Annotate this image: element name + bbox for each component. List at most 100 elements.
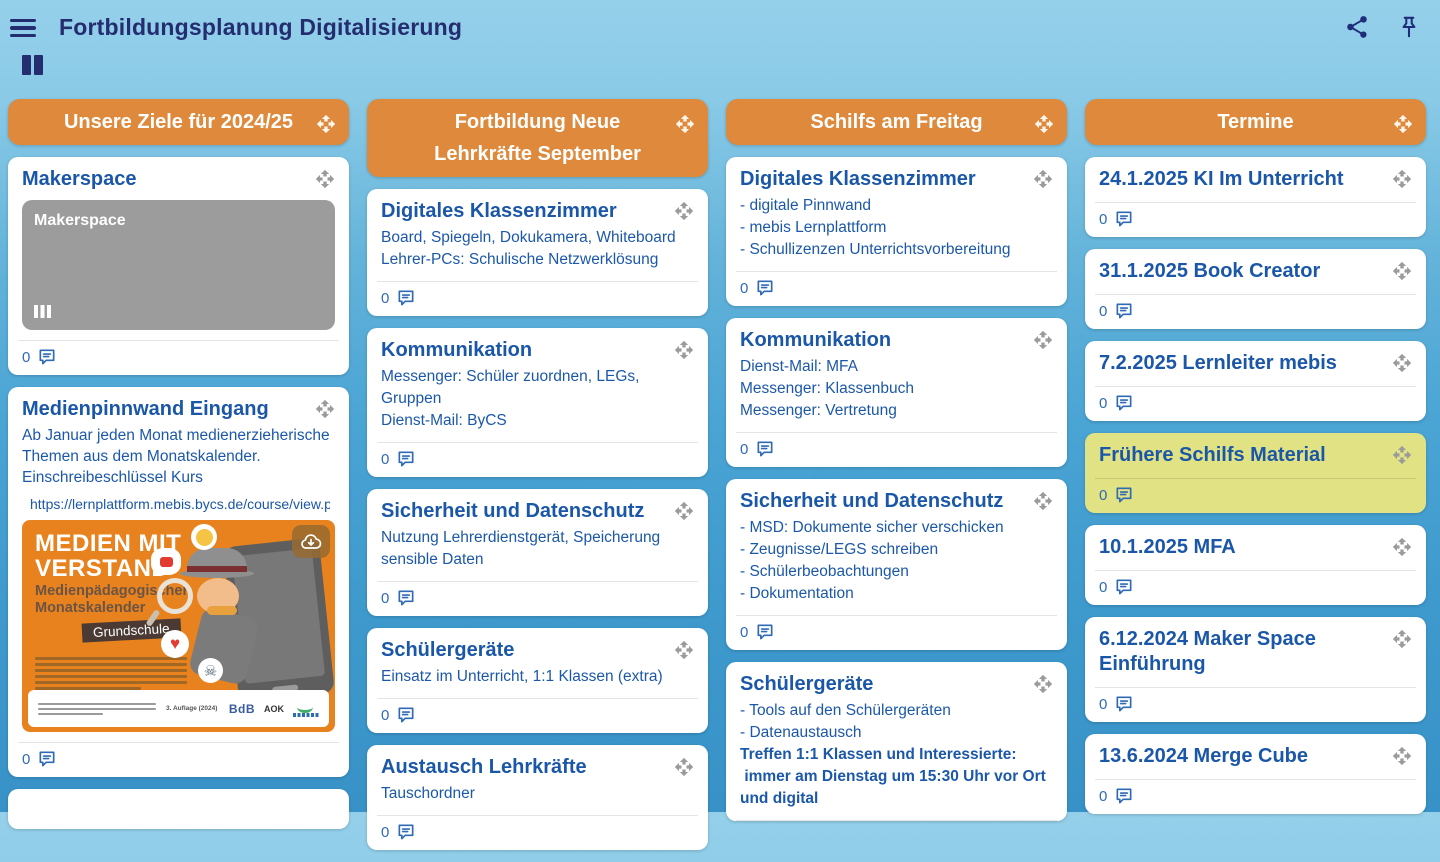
makerspace-embed[interactable]: Makerspace xyxy=(22,200,335,330)
drag-handle-icon[interactable] xyxy=(1393,114,1413,134)
drag-handle-icon[interactable] xyxy=(674,757,694,777)
card[interactable]: Digitales Klassenzimmer - digitale Pinnw… xyxy=(726,157,1067,306)
drag-handle-icon[interactable] xyxy=(1392,445,1412,465)
column-header[interactable]: Fortbildung Neue Lehrkräfte September xyxy=(367,99,708,177)
card[interactable]: Digitales Klassenzimmer Board, Spiegeln,… xyxy=(367,189,708,316)
card[interactable]: Sicherheit und Datenschutz - MSD: Dokume… xyxy=(726,479,1067,650)
comment-icon[interactable] xyxy=(37,749,57,769)
card[interactable]: 7.2.2025 Lernleiter mebis 0 xyxy=(1085,341,1426,421)
divider xyxy=(1095,478,1416,479)
drag-handle-icon[interactable] xyxy=(1392,261,1412,281)
comment-icon[interactable] xyxy=(755,278,775,298)
card-fruehere-schilfs[interactable]: Frühere Schilfs Material 0 xyxy=(1085,433,1426,513)
card-title: Kommunikation xyxy=(381,339,533,361)
divider xyxy=(1095,779,1416,780)
miltenberg-logo xyxy=(293,701,319,717)
drag-handle-icon[interactable] xyxy=(675,114,695,134)
card-footer: 0 xyxy=(740,272,1053,306)
comment-icon[interactable] xyxy=(396,288,416,308)
poster-image[interactable]: MEDIEN MIT VERSTAND Medienpädagogischer … xyxy=(22,520,335,732)
comment-count: 0 xyxy=(22,348,31,366)
card-footer: 0 xyxy=(1099,203,1412,237)
comment-icon[interactable] xyxy=(1114,301,1134,321)
card[interactable]: Kommunikation Messenger: Schüler zuordne… xyxy=(367,328,708,477)
drag-handle-icon[interactable] xyxy=(1392,746,1412,766)
card-cutoff[interactable] xyxy=(8,789,349,829)
comment-icon[interactable] xyxy=(396,449,416,469)
comment-icon[interactable] xyxy=(396,705,416,725)
page-title: Fortbildungsplanung Digitalisierung xyxy=(59,13,463,40)
drag-handle-icon[interactable] xyxy=(674,640,694,660)
board-view-icon[interactable] xyxy=(22,55,45,75)
card-link[interactable]: https://lernplattform.mebis.bycs.de/cour… xyxy=(30,496,330,512)
comment-icon[interactable] xyxy=(1114,786,1134,806)
comment-count: 0 xyxy=(1099,302,1108,320)
drag-handle-icon[interactable] xyxy=(674,501,694,521)
drag-handle-icon[interactable] xyxy=(316,114,336,134)
drag-handle-icon[interactable] xyxy=(1033,330,1053,350)
drag-handle-icon[interactable] xyxy=(315,169,335,189)
drag-handle-icon[interactable] xyxy=(674,340,694,360)
card-footer: 0 xyxy=(381,816,694,850)
comment-icon[interactable] xyxy=(1114,694,1134,714)
comment-count: 0 xyxy=(1099,486,1108,504)
card[interactable]: 24.1.2025 KI Im Unterricht 0 xyxy=(1085,157,1426,237)
card[interactable]: 6.12.2024 Maker Space Einführung 0 xyxy=(1085,617,1426,722)
drag-handle-icon[interactable] xyxy=(1392,537,1412,557)
card-medienpinnwand[interactable]: Medienpinnwand Eingang Ab Januar jeden M… xyxy=(8,387,349,777)
card[interactable]: Schülergeräte Einsatz im Unterricht, 1:1… xyxy=(367,628,708,733)
column-title: Schilfs am Freitag xyxy=(810,111,983,133)
comment-icon[interactable] xyxy=(1114,485,1134,505)
card[interactable]: 10.1.2025 MFA 0 xyxy=(1085,525,1426,605)
card-title: 10.1.2025 MFA xyxy=(1099,536,1236,558)
card-title: Schülergeräte xyxy=(381,639,515,661)
card[interactable]: 31.1.2025 Book Creator 0 xyxy=(1085,249,1426,329)
drag-handle-icon[interactable] xyxy=(1392,629,1412,649)
drag-handle-icon[interactable] xyxy=(315,399,335,419)
divider xyxy=(377,581,698,582)
card[interactable]: 13.6.2024 Merge Cube 0 xyxy=(1085,734,1426,814)
card-title: Medienpinnwand Eingang xyxy=(22,398,269,420)
drag-handle-icon[interactable] xyxy=(1392,169,1412,189)
comment-icon[interactable] xyxy=(1114,393,1134,413)
column-header[interactable]: Schilfs am Freitag xyxy=(726,99,1067,145)
card-title: 31.1.2025 Book Creator xyxy=(1099,260,1321,282)
divider xyxy=(18,742,339,743)
divider xyxy=(1095,570,1416,571)
column-header[interactable]: Termine xyxy=(1085,99,1426,145)
columns-icon xyxy=(34,305,51,318)
column-header[interactable]: Unsere Ziele für 2024/25 xyxy=(8,99,349,145)
card[interactable]: Kommunikation Dienst-Mail: MFA Messenger… xyxy=(726,318,1067,467)
card[interactable]: Sicherheit und Datenschutz Nutzung Lehre… xyxy=(367,489,708,616)
comment-count: 0 xyxy=(381,450,390,468)
poster-footer: 3. Auflage (2024) BdB AOK xyxy=(28,690,329,727)
drag-handle-icon[interactable] xyxy=(1392,353,1412,373)
comment-icon[interactable] xyxy=(1114,209,1134,229)
comment-icon[interactable] xyxy=(396,588,416,608)
comment-icon[interactable] xyxy=(37,347,57,367)
pin-icon[interactable] xyxy=(1396,14,1422,40)
comment-icon[interactable] xyxy=(755,439,775,459)
drag-handle-icon[interactable] xyxy=(1034,114,1054,134)
divider xyxy=(736,615,1057,616)
column-unsere-ziele: Unsere Ziele für 2024/25 Makerspace Make… xyxy=(8,99,349,841)
download-icon[interactable] xyxy=(292,525,330,558)
drag-handle-icon[interactable] xyxy=(674,201,694,221)
card-title: Kommunikation xyxy=(740,329,892,351)
drag-handle-icon[interactable] xyxy=(1033,674,1053,694)
comment-icon[interactable] xyxy=(396,822,416,842)
magnifier-icon xyxy=(145,578,193,628)
drag-handle-icon[interactable] xyxy=(1033,491,1053,511)
drag-handle-icon[interactable] xyxy=(1033,169,1053,189)
menu-icon[interactable] xyxy=(10,19,36,37)
card-makerspace[interactable]: Makerspace Makerspace 0 xyxy=(8,157,349,375)
comment-icon[interactable] xyxy=(1114,577,1134,597)
detective-hat xyxy=(180,548,254,578)
card[interactable]: Schülergeräte - Tools auf den Schülerger… xyxy=(726,662,1067,821)
bdb-logo: BdB xyxy=(228,701,255,716)
card-footer: 0 xyxy=(740,616,1053,650)
comment-icon[interactable] xyxy=(755,622,775,642)
share-icon[interactable] xyxy=(1344,14,1370,40)
card-title: Digitales Klassenzimmer xyxy=(740,168,976,190)
card[interactable]: Austausch Lehrkräfte Tauschordner 0 xyxy=(367,745,708,850)
